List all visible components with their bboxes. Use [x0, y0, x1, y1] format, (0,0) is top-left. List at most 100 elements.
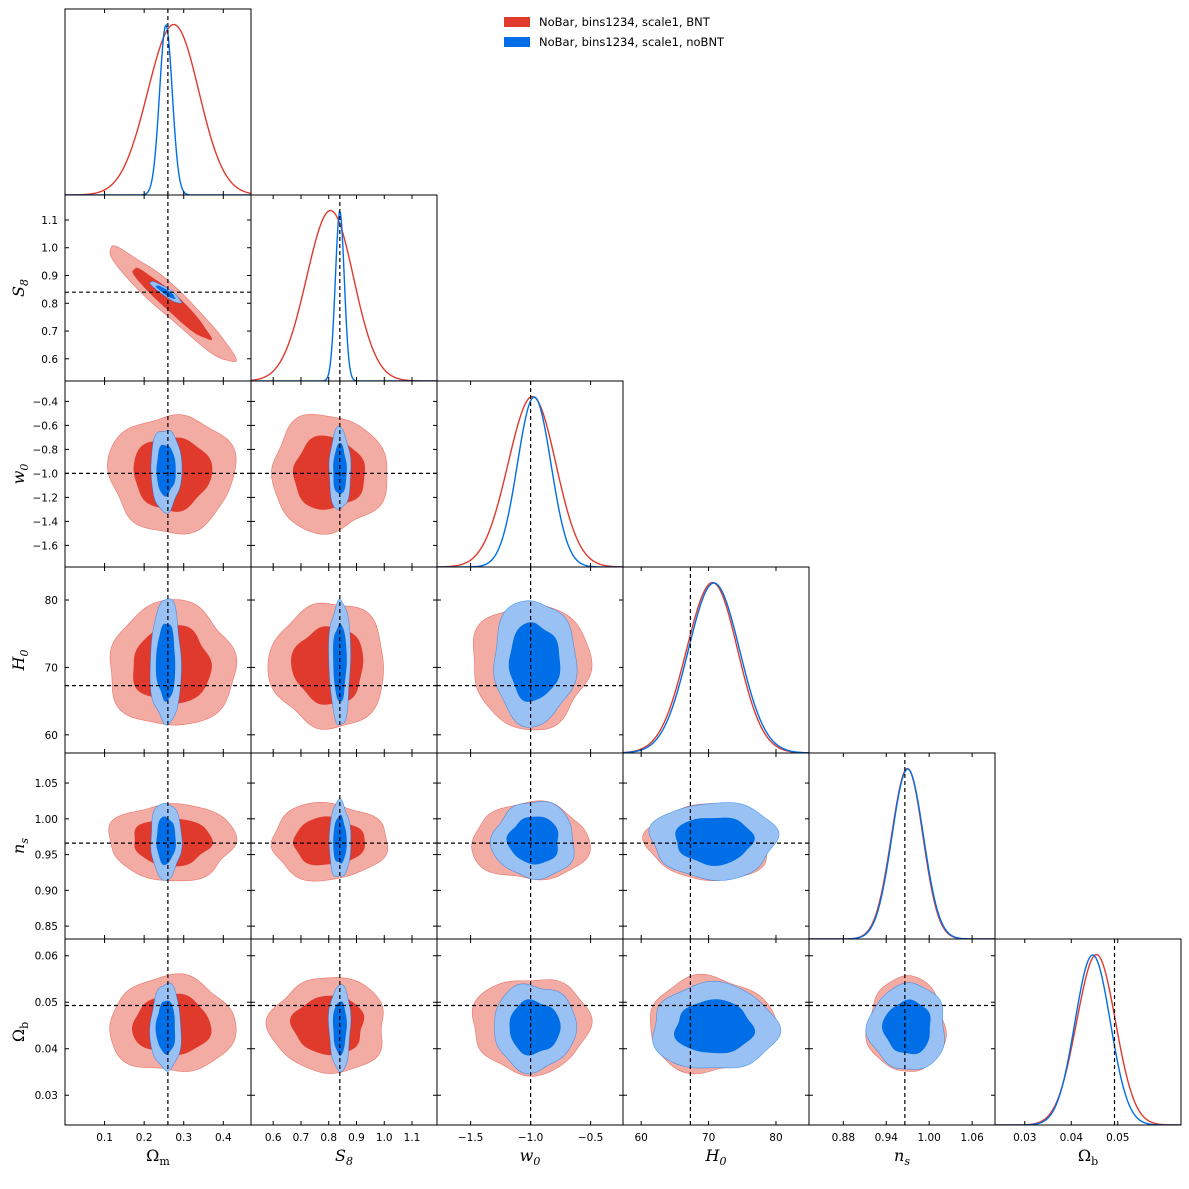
marginal-Ob-series-1 — [995, 954, 1181, 1125]
panel-Om-w0: −1.6 −1.4 −1.2 −1.0 −0.8 −0.6 −0.4 — [33, 380, 252, 568]
y-tick-label-ns: 0.90 — [35, 885, 58, 897]
x-tick-label-w0: −1.0 — [518, 1132, 544, 1144]
y-axis-label-H0: H0 — [9, 650, 31, 672]
contour68-S8-Ob-series-1 — [332, 1001, 347, 1056]
x-tick-label-S8: 1.0 — [376, 1132, 393, 1144]
y-tick-label-ns: 1.00 — [35, 814, 58, 826]
contour68-w0-ns-series-1 — [506, 816, 559, 865]
y-tick-label-w0: −1.2 — [33, 492, 59, 504]
x-tick-label-S8: 0.8 — [320, 1132, 337, 1144]
x-tick-label-H0: 60 — [635, 1132, 648, 1144]
panel-w0-ns — [436, 752, 624, 940]
legend-swatch-bnt — [504, 17, 530, 27]
panel-Om-S8: 0.6 0.7 0.8 0.9 1.0 1.1 — [41, 194, 252, 382]
x-tick-label-w0: −1.5 — [458, 1132, 484, 1144]
marginal-Ob-series-0 — [995, 953, 1181, 1125]
panel-Om-Om — [64, 8, 252, 196]
x-tick-label-Om: 0.1 — [96, 1132, 113, 1144]
x-tick-label-S8: 0.6 — [265, 1132, 282, 1144]
x-tick-label-H0: 70 — [702, 1132, 715, 1144]
y-axis-label-S8: S8 — [9, 279, 31, 297]
x-axis-label-ns: ns — [894, 1146, 910, 1168]
y-tick-label-Ob: 0.03 — [35, 1090, 58, 1102]
y-axis-label-w0: w0 — [9, 464, 31, 485]
legend-item-bnt[interactable]: NoBar, bins1234, scale1, BNT — [504, 12, 724, 32]
marginal-Om-series-1 — [65, 23, 251, 195]
contour68-Om-H0-series-1 — [155, 623, 176, 702]
panel-S8-Ob: 0.6 0.7 0.8 0.9 1.0 1.1 — [250, 938, 438, 1144]
x-axis-label-S8: S8 — [335, 1146, 353, 1168]
y-tick-label-ns: 0.85 — [35, 921, 58, 933]
x-axis-label-H0: H0 — [705, 1146, 727, 1168]
legend-swatch-nobnt — [504, 37, 530, 47]
x-tick-label-Ob: 0.04 — [1060, 1132, 1084, 1144]
x-tick-label-Ob: 0.03 — [1013, 1132, 1036, 1144]
y-tick-label-w0: −0.8 — [33, 444, 59, 456]
y-tick-label-w0: −1.6 — [33, 540, 59, 552]
panel-Om-ns: 0.85 0.90 0.95 1.00 1.05 — [35, 752, 252, 940]
x-tick-label-ns: 1.00 — [917, 1132, 940, 1144]
panel-Om-H0: 60 70 80 — [45, 566, 252, 754]
panel-frame — [64, 8, 252, 196]
contour68-Om-Ob-series-1 — [155, 1000, 176, 1055]
x-tick-label-S8: 0.7 — [293, 1132, 310, 1144]
contour68-Om-w0-series-1 — [156, 444, 176, 497]
y-tick-label-w0: −0.4 — [33, 396, 59, 408]
y-tick-label-Ob: 0.06 — [35, 951, 59, 963]
x-tick-label-S8: 0.9 — [348, 1132, 365, 1144]
panel-frame — [994, 938, 1182, 1126]
y-axis-label-ns: ns — [9, 838, 31, 854]
marginal-ns-series-1 — [809, 768, 995, 939]
panel-ns-Ob: 0.88 0.94 1.00 1.06 — [808, 938, 996, 1144]
contour68-w0-Ob-series-1 — [509, 999, 561, 1056]
marginal-ns-series-0 — [809, 767, 995, 939]
y-tick-label-H0: 60 — [45, 730, 58, 742]
panel-frame — [250, 194, 438, 382]
x-tick-label-Om: 0.2 — [136, 1132, 153, 1144]
legend: NoBar, bins1234, scale1, BNT NoBar, bins… — [504, 12, 724, 52]
x-tick-label-Om: 0.4 — [215, 1132, 232, 1144]
marginal-S8-series-1 — [251, 210, 437, 381]
legend-item-nobnt[interactable]: NoBar, bins1234, scale1, noBNT — [504, 32, 724, 52]
x-tick-label-ns: 0.88 — [832, 1132, 855, 1144]
panel-S8-H0 — [250, 566, 438, 754]
y-tick-label-w0: −1.0 — [33, 468, 59, 480]
x-tick-label-w0: −0.5 — [578, 1132, 604, 1144]
marginal-Om-series-0 — [65, 23, 251, 195]
y-tick-label-S8: 0.6 — [41, 354, 58, 366]
y-tick-label-ns: 1.05 — [35, 778, 58, 790]
x-tick-label-ns: 1.06 — [960, 1132, 984, 1144]
x-tick-label-S8: 1.1 — [404, 1132, 421, 1144]
contour68-ns-Ob-series-1 — [882, 999, 931, 1055]
y-tick-label-w0: −0.6 — [33, 420, 59, 432]
panel-frame — [622, 566, 810, 754]
panel-S8-S8 — [250, 194, 438, 382]
x-tick-label-Om: 0.3 — [175, 1132, 192, 1144]
panel-S8-w0 — [250, 380, 438, 568]
y-tick-label-S8: 0.9 — [41, 271, 58, 283]
y-tick-label-H0: 70 — [45, 662, 58, 674]
contour68-H0-Ob-series-1 — [674, 999, 756, 1054]
panel-w0-w0 — [436, 380, 624, 568]
x-tick-label-Ob: 0.05 — [1106, 1132, 1129, 1144]
y-axis-label-Ob: Ωb — [9, 1022, 31, 1042]
x-axis-label-Ob: Ωb — [1078, 1146, 1098, 1168]
y-tick-label-w0: −1.4 — [33, 516, 59, 528]
legend-label-bnt: NoBar, bins1234, scale1, BNT — [539, 15, 710, 29]
contour68-S8-H0-series-1 — [333, 623, 347, 702]
y-tick-label-ns: 0.95 — [35, 850, 58, 862]
panel-H0-ns — [622, 752, 810, 940]
marginal-H0-series-1 — [623, 582, 809, 753]
panel-ns-ns — [808, 752, 996, 940]
x-tick-label-ns: 0.94 — [875, 1132, 899, 1144]
x-tick-label-H0: 80 — [769, 1132, 782, 1144]
y-tick-label-Ob: 0.05 — [35, 997, 58, 1009]
legend-label-nobnt: NoBar, bins1234, scale1, noBNT — [539, 35, 725, 49]
x-axis-label-w0: w0 — [520, 1146, 541, 1168]
panel-H0-Ob: 60 70 80 — [622, 938, 810, 1144]
y-tick-label-H0: 80 — [45, 595, 58, 607]
y-tick-label-S8: 0.7 — [41, 326, 58, 338]
marginal-S8-series-0 — [251, 209, 437, 381]
contour68-H0-ns-series-1 — [675, 817, 755, 866]
